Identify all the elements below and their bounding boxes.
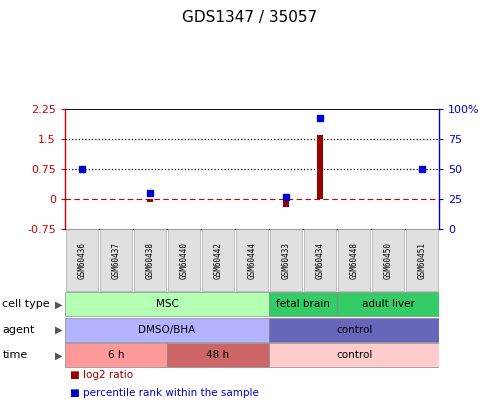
FancyBboxPatch shape: [167, 343, 268, 367]
Text: GSM60434: GSM60434: [315, 242, 324, 279]
Text: ■ percentile rank within the sample: ■ percentile rank within the sample: [70, 388, 259, 399]
Text: fetal brain: fetal brain: [276, 299, 330, 309]
Text: GSM60448: GSM60448: [350, 242, 359, 279]
Text: GSM60450: GSM60450: [384, 242, 393, 279]
Text: ▶: ▶: [55, 325, 62, 335]
Bar: [385, 199, 391, 200]
Text: GSM60437: GSM60437: [111, 242, 120, 279]
Text: DMSO/BHA: DMSO/BHA: [138, 325, 196, 335]
Text: GSM60451: GSM60451: [418, 242, 427, 279]
FancyBboxPatch shape: [269, 343, 439, 367]
Bar: [283, 199, 289, 207]
FancyBboxPatch shape: [100, 230, 132, 291]
Text: GSM60436: GSM60436: [77, 242, 86, 279]
Text: 6 h: 6 h: [108, 350, 124, 360]
Text: 48 h: 48 h: [207, 350, 230, 360]
Bar: [317, 135, 323, 199]
FancyBboxPatch shape: [269, 292, 337, 316]
Text: ■ log2 ratio: ■ log2 ratio: [70, 370, 133, 380]
FancyBboxPatch shape: [168, 230, 200, 291]
FancyBboxPatch shape: [338, 230, 370, 291]
Text: GSM60442: GSM60442: [214, 242, 223, 279]
FancyBboxPatch shape: [202, 230, 235, 291]
Text: GSM60438: GSM60438: [145, 242, 154, 279]
FancyBboxPatch shape: [406, 230, 439, 291]
Bar: [147, 199, 153, 202]
FancyBboxPatch shape: [134, 230, 166, 291]
FancyBboxPatch shape: [65, 292, 268, 316]
Text: GSM60444: GSM60444: [248, 242, 256, 279]
Text: cell type: cell type: [2, 299, 50, 309]
FancyBboxPatch shape: [65, 343, 167, 367]
FancyBboxPatch shape: [337, 292, 439, 316]
FancyBboxPatch shape: [304, 230, 336, 291]
FancyBboxPatch shape: [65, 318, 268, 342]
Text: control: control: [336, 350, 372, 360]
FancyBboxPatch shape: [372, 230, 404, 291]
FancyBboxPatch shape: [65, 230, 98, 291]
Text: time: time: [2, 350, 28, 360]
Text: MSC: MSC: [156, 299, 178, 309]
FancyBboxPatch shape: [269, 318, 439, 342]
Text: GDS1347 / 35057: GDS1347 / 35057: [182, 10, 317, 25]
FancyBboxPatch shape: [269, 230, 302, 291]
Text: GSM60433: GSM60433: [281, 242, 290, 279]
Text: ▶: ▶: [55, 350, 62, 360]
FancyBboxPatch shape: [236, 230, 268, 291]
Text: GSM60440: GSM60440: [180, 242, 189, 279]
Text: agent: agent: [2, 325, 35, 335]
Text: ▶: ▶: [55, 299, 62, 309]
Text: adult liver: adult liver: [362, 299, 415, 309]
Text: control: control: [336, 325, 372, 335]
